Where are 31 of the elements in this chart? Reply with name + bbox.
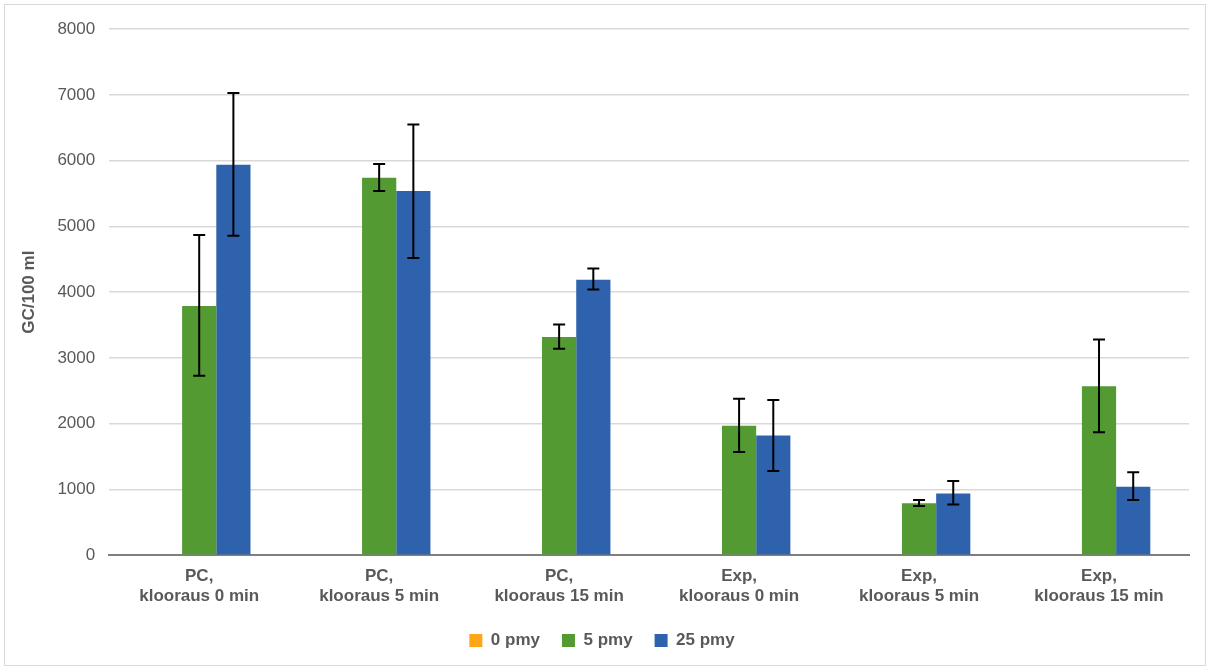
y-tick-label: 1000 (57, 479, 96, 499)
x-tick-label: Exp, klooraus 15 min (1034, 566, 1164, 606)
x-tick-label: PC, klooraus 5 min (319, 566, 440, 606)
x-tick-label: Exp, klooraus 5 min (859, 566, 980, 606)
y-tick-label: 6000 (57, 150, 96, 170)
y-tick-label: 5000 (57, 216, 96, 236)
bar (576, 279, 611, 555)
y-tick-label: 3000 (57, 347, 96, 367)
x-tick-label: PC, klooraus 15 min (494, 566, 624, 606)
y-axis-title: GC/100 ml (18, 250, 38, 334)
bar (216, 164, 251, 555)
y-tick-label: 0 (85, 544, 96, 564)
bar (936, 493, 971, 555)
bar (362, 177, 397, 555)
bar (182, 306, 217, 555)
bar (396, 190, 431, 555)
y-tick-label: 2000 (57, 413, 96, 433)
bar (721, 425, 757, 555)
legend-label: 5 pmy (583, 630, 634, 650)
x-tick-label: PC, klooraus 0 min (139, 566, 260, 606)
y-tick-label: 7000 (57, 84, 96, 104)
bar (542, 336, 577, 555)
bar (1081, 386, 1117, 555)
y-tick-label: 4000 (57, 281, 96, 301)
legend-label: 0 pmy (490, 630, 541, 650)
bar (901, 503, 937, 555)
bar (1116, 486, 1151, 555)
bar (756, 435, 791, 555)
legend-label: 25 pmy (676, 630, 736, 650)
y-tick-label: 8000 (57, 18, 96, 38)
x-tick-label: Exp, klooraus 0 min (679, 566, 800, 606)
